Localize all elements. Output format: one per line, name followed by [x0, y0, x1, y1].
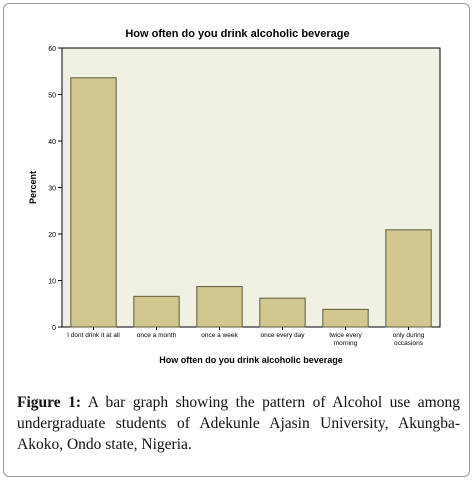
- figure-caption: Figure 1: A bar graph showing the patter…: [17, 392, 460, 455]
- x-tick-label: only during: [393, 332, 425, 339]
- x-tick-label: once every day: [260, 332, 305, 339]
- caption-label: Figure 1:: [17, 394, 82, 411]
- bar: [70, 77, 117, 328]
- y-tick-label: 40: [48, 139, 56, 146]
- y-tick-label: 50: [48, 93, 56, 100]
- bar: [385, 229, 432, 328]
- bar: [259, 297, 306, 328]
- bar: [322, 308, 369, 328]
- caption-text: A bar graph showing the pattern of Alcoh…: [17, 394, 460, 453]
- x-tick-label: once a month: [137, 332, 177, 339]
- x-tick-label: once a week: [201, 332, 238, 339]
- x-tick-label: occasions: [394, 340, 424, 347]
- y-axis-label: Percent: [28, 171, 38, 204]
- x-tick-label: I dont drink it at all: [67, 332, 120, 339]
- y-tick-label: 20: [48, 232, 56, 239]
- bar: [133, 295, 180, 328]
- y-tick-label: 30: [48, 186, 56, 193]
- y-tick-label: 0: [52, 325, 56, 332]
- y-tick-label: 10: [48, 279, 56, 286]
- chart-title: How often do you drink alcoholic beverag…: [125, 28, 350, 40]
- bar: [196, 286, 243, 328]
- y-tick-label: 60: [48, 46, 56, 53]
- bar-chart: 0 10 20 30 40 50 60 Percent I dont drink it at a…: [28, 46, 441, 365]
- x-tick-label: twice every: [329, 332, 362, 339]
- x-axis-label: How often do you drink alcoholic beverag…: [159, 355, 343, 365]
- plot-area: [61, 47, 441, 328]
- x-tick-label: morning: [334, 340, 358, 347]
